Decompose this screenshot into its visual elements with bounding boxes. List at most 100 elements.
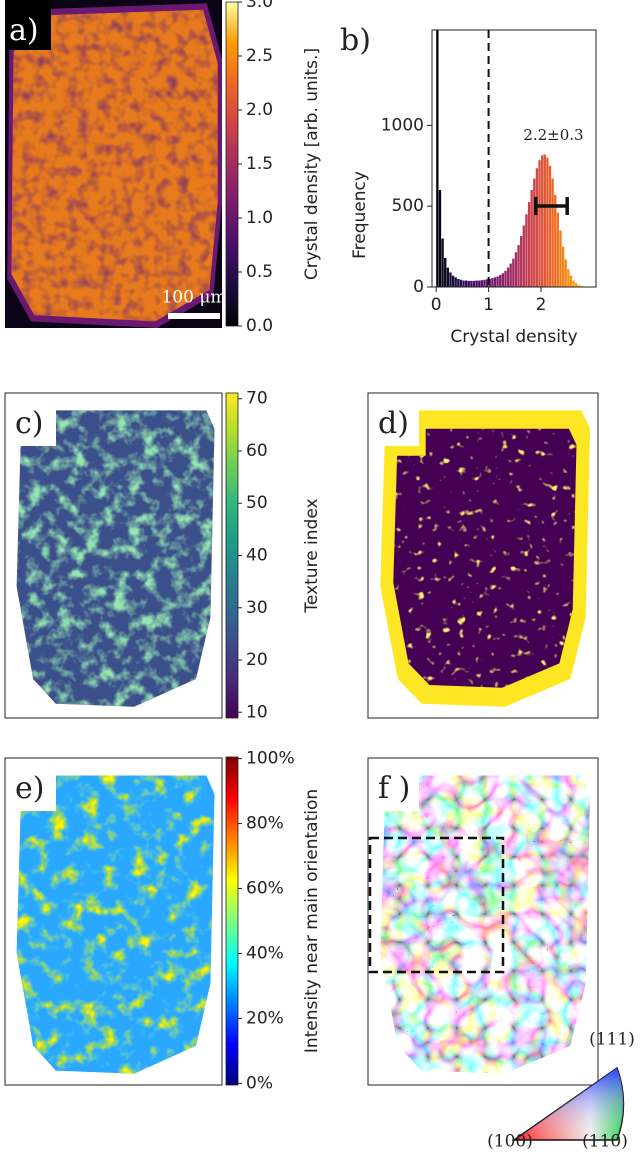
histogram-bar — [559, 230, 562, 287]
y-tick-label: 1000 — [381, 115, 424, 135]
histogram-bar — [509, 263, 512, 287]
colorbar-tick-label: 50 — [246, 493, 268, 513]
histogram-bar — [572, 280, 575, 287]
histogram-bar — [472, 280, 476, 287]
colorbar-tick-label: 1.0 — [246, 208, 273, 228]
y-tick-label: 0 — [413, 277, 424, 297]
histogram-bar — [546, 157, 549, 287]
annotation: 2.2±0.3 — [523, 126, 583, 144]
histogram-bar — [506, 267, 510, 287]
histogram-bar — [462, 280, 465, 287]
histogram-bar — [485, 279, 489, 287]
histogram-bar — [538, 160, 541, 287]
colorbar-tick-label: 40% — [246, 943, 284, 963]
panel-label: a) — [9, 13, 39, 48]
histogram-bar — [451, 275, 455, 287]
scale-bar-label: 100 μm — [161, 288, 226, 308]
region-box — [368, 836, 505, 974]
histogram-bar — [567, 269, 570, 287]
colorbar-tick-label: 20% — [246, 1008, 284, 1028]
histogram-bar — [438, 190, 442, 287]
histogram-bar — [465, 280, 468, 287]
histogram-bar — [533, 178, 536, 287]
histogram-bar — [512, 258, 515, 287]
colorbar-tick-label: 0.5 — [246, 262, 273, 282]
histogram-bar — [446, 267, 449, 287]
colorbar-tick-label: 40 — [246, 546, 268, 566]
colorbar-tick-label: 100% — [246, 749, 295, 769]
histogram-bar — [527, 202, 531, 287]
x-tick-label: 0 — [431, 295, 442, 315]
histogram-bar — [454, 277, 457, 287]
colorbar-tick-label: 60 — [246, 441, 268, 461]
histogram-bar — [499, 274, 502, 287]
x-tick-label: 1 — [483, 295, 494, 315]
colorbar — [225, 756, 239, 1086]
sample-texture — [16, 775, 215, 1074]
colorbar-tick-label: 70 — [246, 389, 268, 409]
colorbar-label: Texture index — [302, 498, 322, 613]
histogram-bar — [436, 30, 439, 287]
ipf-triangle-shade — [514, 1068, 624, 1140]
histogram-bar — [535, 168, 539, 287]
histogram-bar — [525, 214, 528, 287]
histogram-bar — [459, 279, 463, 287]
histogram-bar — [554, 194, 557, 287]
histogram-bar — [444, 257, 447, 287]
histogram-bar — [575, 282, 578, 287]
colorbar-tick-label: 80% — [246, 814, 284, 834]
histogram-bar — [457, 278, 460, 287]
y-tick-label: 500 — [392, 196, 424, 216]
histogram-bar — [540, 155, 544, 287]
histogram-bar — [520, 236, 523, 287]
histogram-bar — [564, 259, 567, 287]
label-box — [6, 759, 56, 811]
colorbar — [225, 1, 239, 327]
label-box — [6, 394, 56, 446]
histogram-bar — [467, 280, 470, 287]
histogram-bar — [551, 178, 554, 287]
histogram-bar — [514, 252, 518, 287]
colorbar-tick-label: 20 — [246, 650, 268, 670]
colorbar-tick-label: 30 — [246, 598, 268, 618]
panel-label: b) — [340, 23, 371, 58]
colorbar-tick-label: 2.0 — [246, 100, 273, 120]
sample-texture — [16, 410, 215, 707]
histogram-bar — [569, 275, 573, 287]
histogram-bar — [580, 285, 583, 287]
histogram-bar — [488, 278, 491, 287]
histogram-bar — [480, 280, 484, 287]
colorbar-tick-label: 3.0 — [246, 0, 273, 12]
histogram-bar — [522, 225, 525, 287]
ipf-label: (110) — [582, 1132, 628, 1152]
sample — [380, 775, 591, 1074]
x-axis-label: Crystal density — [450, 327, 577, 347]
colorbar-tick-label: 2.5 — [246, 46, 273, 66]
colorbar-label: Crystal density [arb. units.] — [302, 48, 322, 280]
scale-bar — [168, 313, 220, 319]
error-bar — [533, 197, 569, 215]
colorbar — [225, 392, 239, 719]
histogram-bar — [475, 280, 478, 287]
ipf-label: (100) — [487, 1132, 533, 1152]
histogram-bar — [491, 278, 494, 287]
colorbar-tick-label: 1.5 — [246, 154, 273, 174]
axes-frame — [431, 29, 597, 288]
histogram-bar — [501, 273, 505, 287]
colorbar-tick-label: 10 — [246, 702, 268, 722]
sample-texture — [11, 9, 218, 322]
histogram-bar — [496, 276, 499, 287]
y-axis-label: Frequency — [350, 171, 370, 259]
panel-label: c) — [15, 406, 44, 441]
histogram-bar — [504, 270, 507, 287]
histogram-bar — [493, 277, 497, 287]
histogram-bar — [561, 246, 565, 287]
colorbar-tick-label: 0% — [246, 1073, 273, 1093]
colorbar-tick-label: 60% — [246, 879, 284, 899]
panel-label: f ) — [378, 771, 410, 806]
histogram-bar — [449, 272, 452, 287]
colorbar-tick-label: 0.0 — [246, 316, 273, 336]
histogram-bar — [543, 154, 546, 287]
